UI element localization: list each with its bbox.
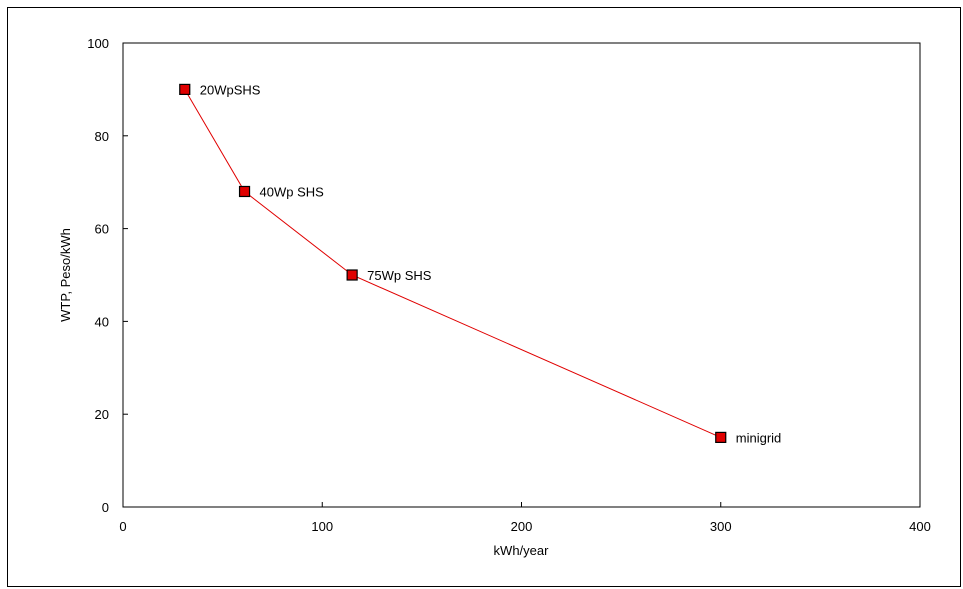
series-line [184, 89, 721, 438]
data-point-label: 75Wp SHS [367, 268, 432, 283]
x-tick-label: 0 [119, 519, 126, 534]
x-tick-label: 100 [311, 519, 333, 534]
y-tick-label: 40 [95, 314, 109, 329]
data-point-label: 20WpSHS [200, 82, 261, 97]
x-tick-label: 200 [511, 519, 533, 534]
plot-area [122, 42, 921, 508]
data-point-marker [346, 269, 358, 281]
y-axis: 0 20 40 60 80 100 [87, 36, 128, 515]
y-tick-label: 20 [95, 407, 109, 422]
chart-frame [7, 7, 961, 587]
data-point-label: minigrid [736, 430, 782, 445]
data-point-label: 40Wp SHS [260, 184, 325, 199]
y-tick-label: 60 [95, 222, 109, 237]
y-axis-title: WTP, Peso/kWh [58, 228, 73, 322]
x-axis-title: kWh/year [494, 543, 550, 558]
series-group: 20WpSHS 40Wp SHS 75Wp SHS minigrid [179, 82, 782, 445]
y-tick-label: 0 [102, 500, 109, 515]
x-tick-label: 300 [710, 519, 732, 534]
x-axis: 0 100 200 300 400 [119, 502, 931, 534]
data-point-marker [179, 83, 191, 96]
data-point-marker [715, 431, 727, 443]
y-tick-label: 80 [95, 129, 109, 144]
data-point-marker [238, 185, 251, 198]
x-tick-label: 400 [909, 519, 931, 534]
y-tick-label: 100 [87, 36, 109, 51]
